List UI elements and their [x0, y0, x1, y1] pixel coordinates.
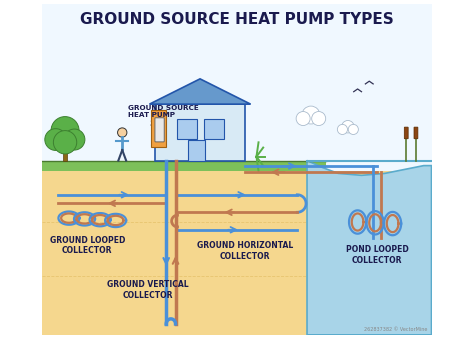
Circle shape: [54, 131, 77, 154]
Polygon shape: [307, 161, 431, 335]
Circle shape: [302, 106, 320, 124]
FancyBboxPatch shape: [155, 104, 245, 161]
FancyBboxPatch shape: [177, 119, 197, 139]
FancyBboxPatch shape: [43, 172, 431, 335]
Circle shape: [342, 120, 354, 133]
Circle shape: [51, 117, 79, 145]
FancyBboxPatch shape: [204, 119, 224, 139]
Text: POND LOOPED
COLLECTOR: POND LOOPED COLLECTOR: [346, 245, 409, 265]
FancyBboxPatch shape: [155, 118, 164, 142]
FancyBboxPatch shape: [188, 140, 205, 161]
Circle shape: [296, 112, 310, 125]
Text: GROUND SOURCE
HEAT PUMP: GROUND SOURCE HEAT PUMP: [128, 105, 199, 118]
Circle shape: [348, 124, 358, 135]
Circle shape: [118, 128, 127, 137]
Circle shape: [64, 129, 85, 150]
Circle shape: [312, 112, 326, 125]
Text: GROUND HORIZONTAL
COLLECTOR: GROUND HORIZONTAL COLLECTOR: [197, 241, 293, 261]
Circle shape: [337, 124, 347, 135]
FancyBboxPatch shape: [404, 127, 408, 139]
Polygon shape: [149, 79, 251, 104]
Text: 262837382 © VectorMine: 262837382 © VectorMine: [364, 327, 428, 332]
Text: GROUND LOOPED
COLLECTOR: GROUND LOOPED COLLECTOR: [50, 236, 125, 255]
FancyBboxPatch shape: [43, 4, 431, 172]
FancyBboxPatch shape: [63, 143, 67, 161]
Text: GROUND SOURCE HEAT PUMP TYPES: GROUND SOURCE HEAT PUMP TYPES: [80, 12, 394, 27]
Circle shape: [45, 129, 67, 151]
FancyBboxPatch shape: [151, 110, 166, 147]
Text: GROUND VERTICAL
COLLECTOR: GROUND VERTICAL COLLECTOR: [108, 280, 189, 300]
FancyBboxPatch shape: [414, 127, 418, 139]
FancyBboxPatch shape: [43, 161, 327, 172]
